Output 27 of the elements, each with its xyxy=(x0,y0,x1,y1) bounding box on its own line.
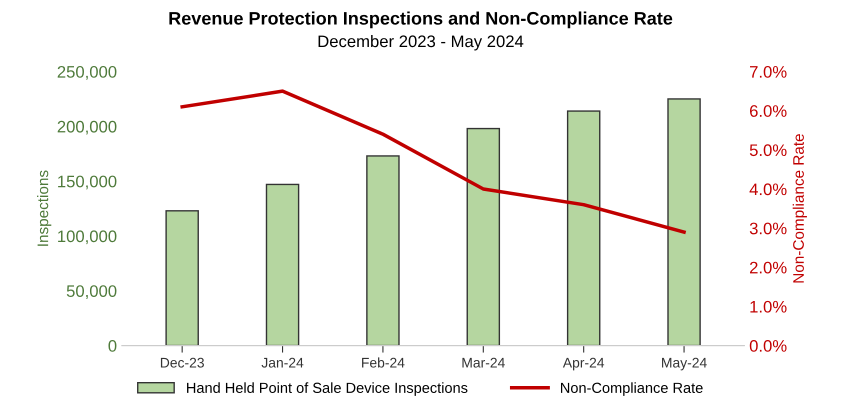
y2-axis-title: Non-Compliance Rate xyxy=(792,134,807,282)
x-tick-label: Mar-24 xyxy=(462,358,505,368)
chart-subtitle: December 2023 - May 2024 xyxy=(318,34,524,50)
chart-title: Revenue Protection Inspections and Non-Compliance Rate xyxy=(169,11,672,28)
y2-tick-label: 3.0% xyxy=(750,222,787,234)
y2-tick-label: 1.0% xyxy=(750,300,787,313)
y-tick-label: 0 xyxy=(108,340,116,352)
y2-tick-label: 0.0% xyxy=(750,340,787,352)
y2-tick-label: 6.0% xyxy=(750,105,787,117)
x-tick-label: Dec-23 xyxy=(160,358,204,368)
line-series xyxy=(180,89,686,234)
legend-label: Non-Compliance Rate xyxy=(561,382,703,396)
y2-tick-label: 5.0% xyxy=(750,144,787,156)
y-axis-title: Inspections xyxy=(37,170,52,246)
x-tick-label: Apr-24 xyxy=(562,358,604,370)
x-tick-label: Jan-24 xyxy=(262,358,304,368)
x-tick-label: May-24 xyxy=(662,358,707,370)
y-tick-label: 100,000 xyxy=(58,230,116,244)
y2-tick-label: 4.0% xyxy=(750,183,787,196)
y-tick-label: 250,000 xyxy=(58,66,116,80)
x-tick-label: Feb-24 xyxy=(362,357,405,368)
y-tick-label: 50,000 xyxy=(66,285,116,299)
y-tick-label: 200,000 xyxy=(58,120,116,135)
legend-label: Hand Held Point of Sale Device Inspections xyxy=(187,382,468,396)
y-tick-label: 150,000 xyxy=(58,176,116,190)
y2-tick-label: 7.0% xyxy=(750,66,787,78)
y2-tick-label: 2.0% xyxy=(750,262,787,274)
